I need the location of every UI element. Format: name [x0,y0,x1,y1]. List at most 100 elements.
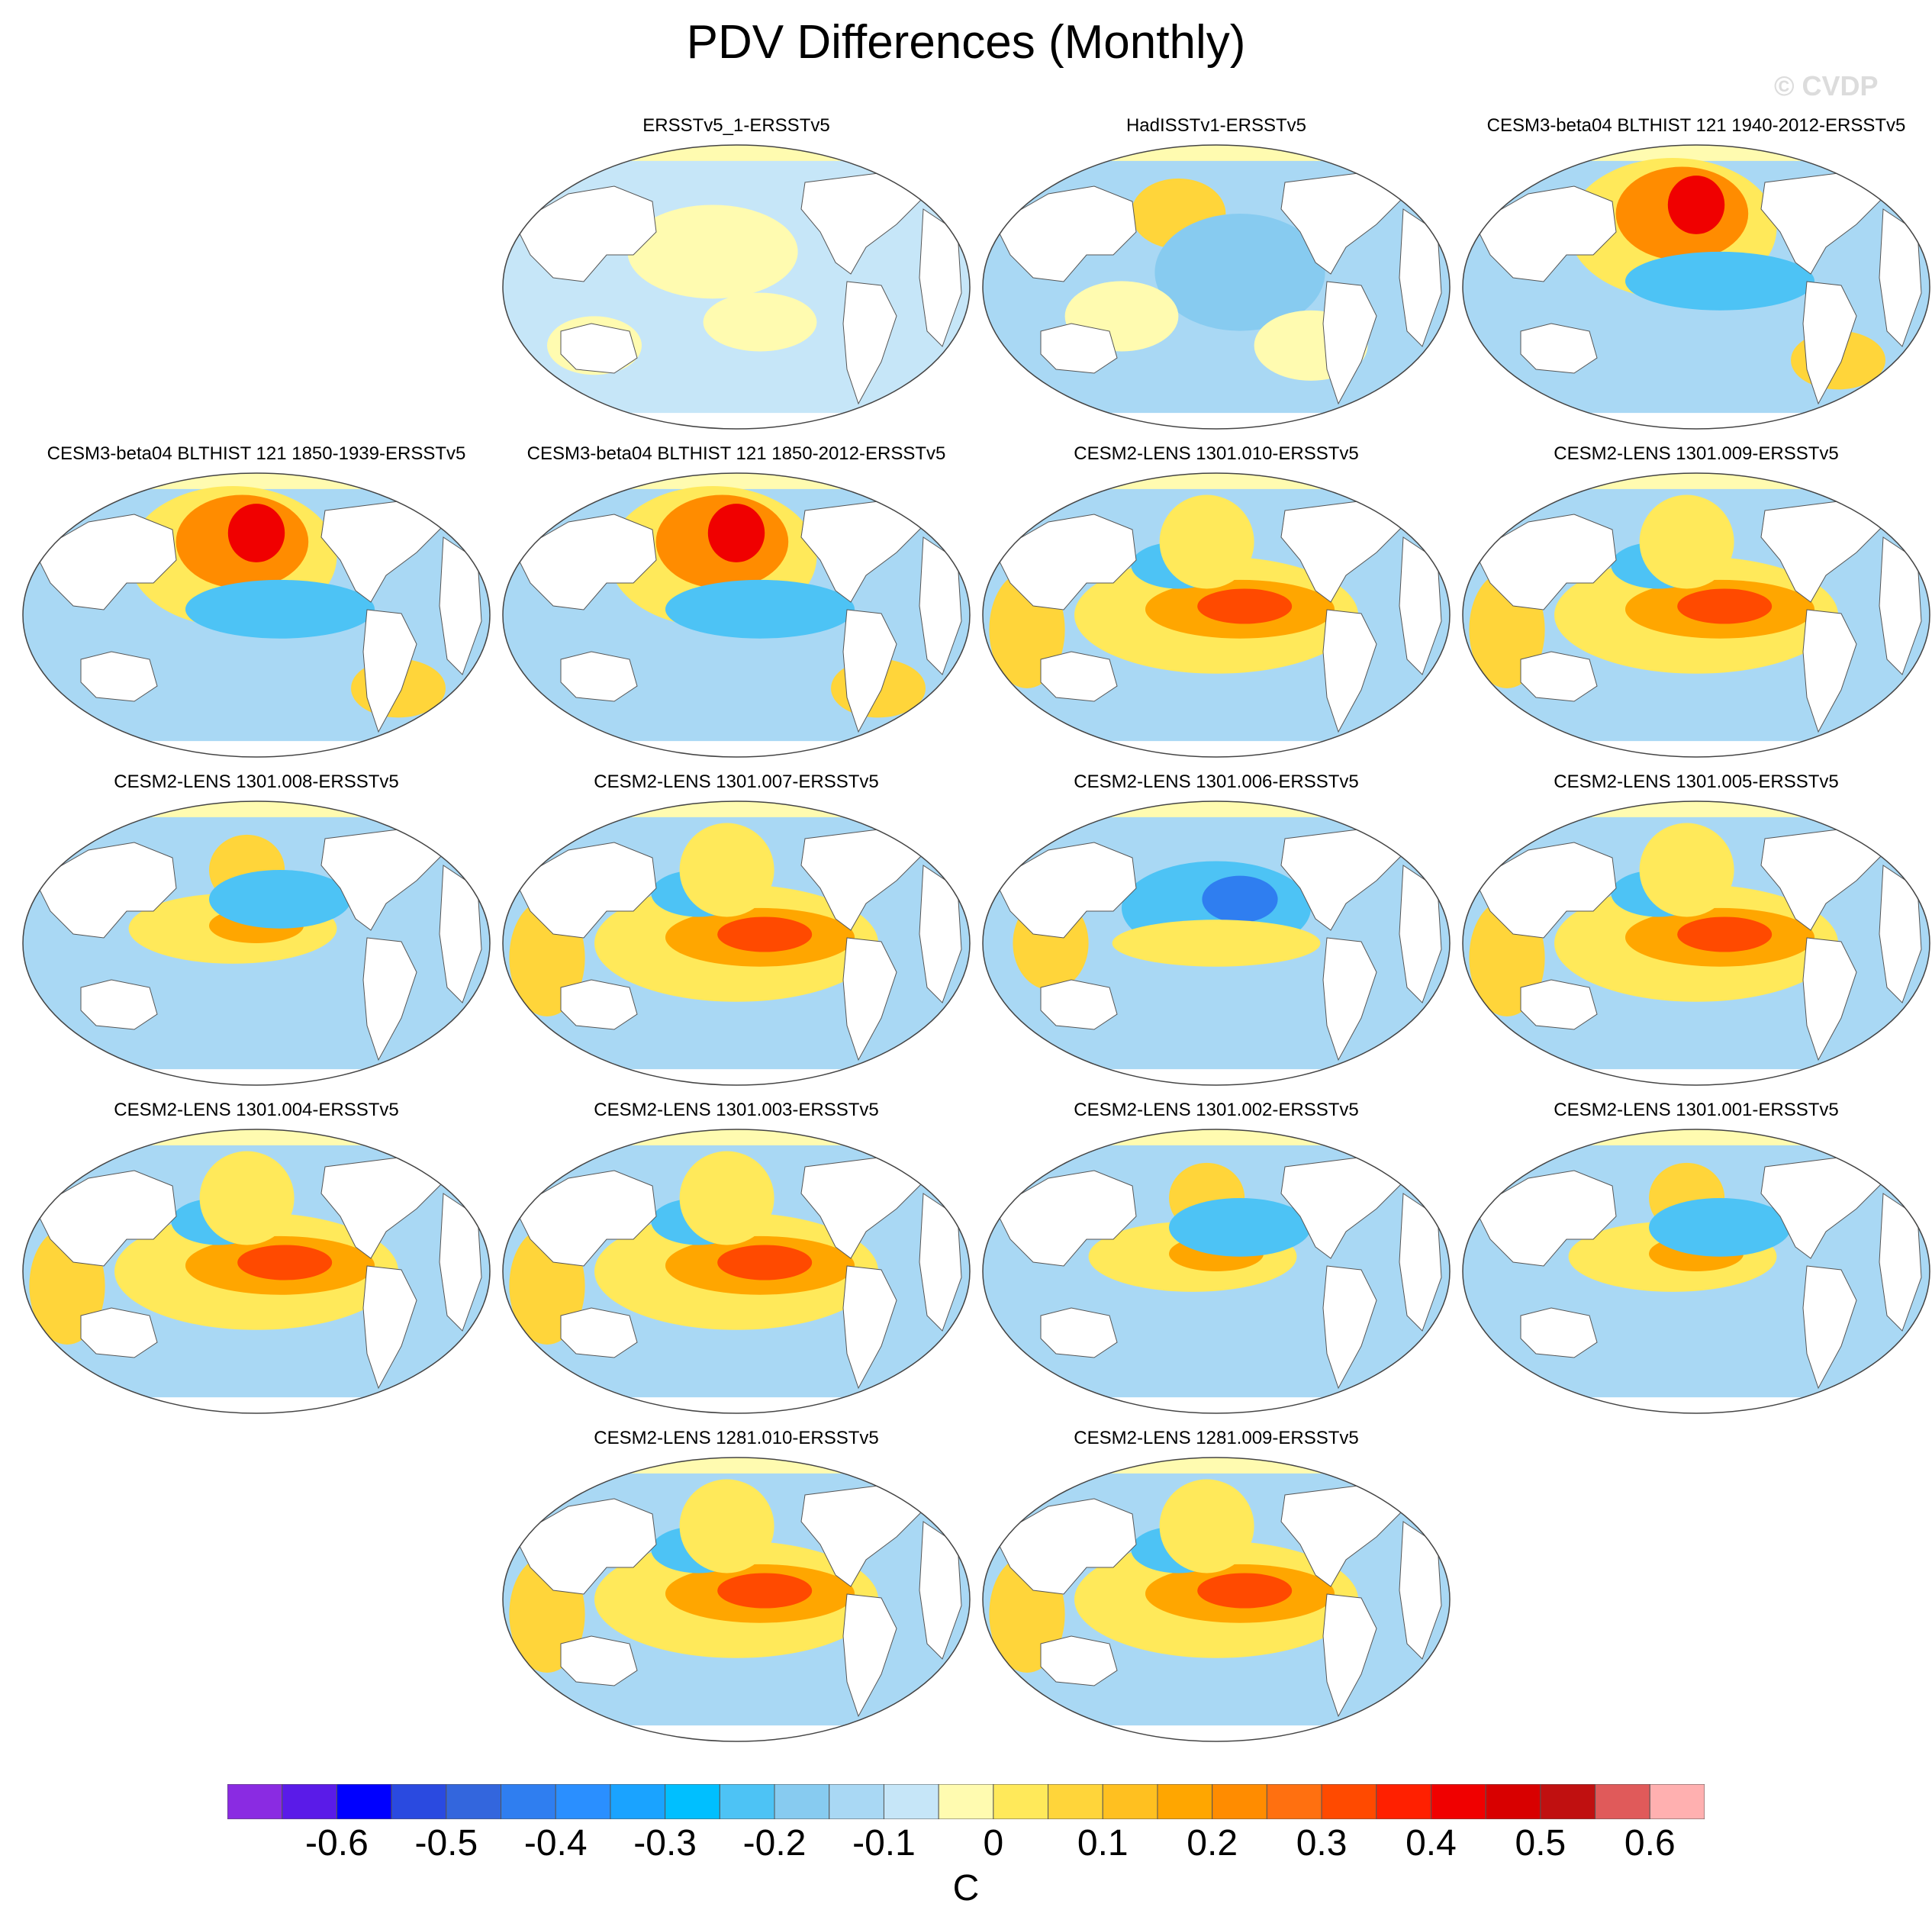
arctic-band [1463,801,1930,817]
land-mask [842,281,897,405]
land-mask [514,1498,657,1595]
anomaly-region [1639,494,1734,589]
colorbar-swatch [501,1784,556,1819]
colorbar-swatch [665,1784,720,1819]
panel-title: CESM2-LENS 1301.007-ERSSTv5 [594,771,879,792]
map-border [1462,800,1930,1086]
panel-title: CESM3-beta04 BLTHIST 121 1940-2012-ERSST… [1486,115,1906,136]
watermark: © CVDP [1774,70,1879,101]
arctic-band [503,145,970,161]
arctic-band [23,1129,490,1145]
panel-title: CESM2-LENS 1301.006-ERSSTv5 [1074,771,1359,792]
land-mask [34,514,177,610]
colorbar-tick-label: -0.2 [742,1823,807,1863]
land-mask [1520,323,1598,374]
map-border [22,472,491,758]
map-panel: CESM2-LENS 1281.010-ERSSTv5 [497,1427,976,1746]
panel-title: CESM2-LENS 1301.008-ERSSTv5 [114,771,399,792]
colorbar-tick-label: 0.2 [1187,1823,1238,1863]
colorbar-tick-label: -0.1 [852,1823,916,1863]
anomaly-region [1112,920,1321,967]
colorbar-swatch [1212,1784,1267,1819]
land-mask [842,937,897,1061]
antarctica-mask [503,1397,970,1413]
map-border [502,800,971,1086]
anomaly-region [1677,588,1773,624]
land-mask [514,185,657,282]
anomaly-region [665,579,855,639]
map-border [982,800,1451,1086]
anomaly-region [717,1573,813,1609]
panel-title: CESM2-LENS 1301.004-ERSSTv5 [114,1100,399,1120]
panel-title: CESM3-beta04 BLTHIST 121 1850-1939-ERSST… [47,443,466,464]
map-panel: HadISSTv1-ERSSTv5 [977,114,1456,433]
arctic-band [503,801,970,817]
land-mask [34,842,177,939]
map-panel: CESM3-beta04 BLTHIST 121 1940-2012-ERSST… [1457,114,1932,433]
panel-title: CESM2-LENS 1301.003-ERSSTv5 [594,1100,879,1120]
map-border [502,1129,971,1414]
land-mask [842,1593,897,1718]
map-panel: CESM2-LENS 1281.009-ERSSTv5 [977,1427,1456,1746]
arctic-band [503,1129,970,1145]
land-mask [994,514,1137,610]
land-mask [560,651,638,702]
map-border [502,472,971,758]
colorbar-swatch [610,1784,666,1819]
anomaly-region [717,1245,813,1280]
colorbar-swatch [1321,1784,1377,1819]
land-mask [514,842,657,939]
colorbar-tick-label: 0 [983,1823,1004,1863]
land-mask [1040,1307,1118,1358]
arctic-band [503,1458,970,1474]
colorbar-tick-label: 0.3 [1296,1823,1348,1863]
land-mask [34,1170,177,1267]
antarctica-mask [1463,413,1930,429]
antarctica-mask [983,413,1450,429]
sst-difference-map [982,1457,1451,1742]
colorbar-swatch [719,1784,775,1819]
map-panel: CESM2-LENS 1301.010-ERSSTv5 [977,443,1456,762]
arctic-band [503,473,970,489]
land-mask [1474,1170,1617,1267]
map-border [982,472,1451,758]
arctic-band [983,1129,1450,1145]
map-panel: ERSSTv5_1-ERSSTv5 [497,114,976,433]
map-border [982,1457,1451,1742]
sst-difference-map [1462,144,1930,430]
land-mask [1802,281,1857,405]
map-panel: CESM2-LENS 1301.008-ERSSTv5 [17,771,496,1090]
sst-difference-map [1462,472,1930,758]
sst-difference-map [502,472,971,758]
colorbar-swatch [1595,1784,1650,1819]
land-mask [362,937,417,1061]
map-border [982,144,1451,430]
colorbar-swatch [1102,1784,1158,1819]
colorbar-tick-label: 0.4 [1406,1823,1457,1863]
map-border [982,1129,1451,1414]
anomaly-region [1625,251,1814,311]
colorbar-swatch [1540,1784,1596,1819]
anomaly-region [679,823,774,917]
map-border [1462,472,1930,758]
colorbar-swatch [227,1784,283,1819]
map-panel: CESM2-LENS 1301.001-ERSSTv5 [1457,1099,1932,1418]
antarctica-mask [983,1725,1450,1741]
sst-difference-map [22,800,491,1086]
land-mask [1802,609,1857,733]
colorbar-tick-label: -0.3 [633,1823,697,1863]
colorbar-units: C [952,1868,980,1909]
anomaly-region [1667,176,1725,234]
colorbar-swatch [938,1784,994,1819]
map-panel: CESM2-LENS 1301.002-ERSSTv5 [977,1099,1456,1418]
arctic-band [983,1458,1450,1474]
antarctica-mask [23,1069,490,1085]
map-panel: CESM2-LENS 1301.009-ERSSTv5 [1457,443,1932,762]
colorbar-swatch [993,1784,1049,1819]
map-panel: CESM2-LENS 1301.007-ERSSTv5 [497,771,976,1090]
anomaly-region [679,1479,774,1574]
land-mask [994,1498,1137,1595]
colorbar-swatch [555,1784,611,1819]
sst-difference-map [22,472,491,758]
colorbar-tick-label: 0.6 [1624,1823,1676,1863]
